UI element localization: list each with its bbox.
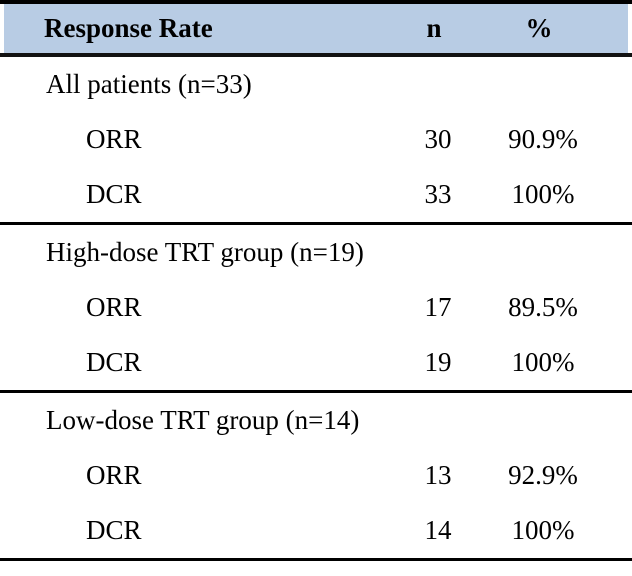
row-label: ORR bbox=[86, 292, 142, 322]
header-col-percent: % bbox=[525, 13, 553, 43]
group-label-row: High-dose TRT group (n=19) bbox=[0, 225, 632, 280]
row-pct-value: 100% bbox=[511, 347, 575, 377]
table-row: ORR 17 89.5% bbox=[0, 280, 632, 335]
row-n-value: 17 bbox=[424, 292, 452, 322]
group-label: Low-dose TRT group (n=14) bbox=[46, 405, 360, 435]
group-label: High-dose TRT group (n=19) bbox=[46, 237, 364, 267]
row-pct-value: 92.9% bbox=[508, 460, 578, 490]
row-pct-value: 90.9% bbox=[508, 124, 578, 154]
table-row: DCR 33 100% bbox=[0, 167, 632, 222]
table-header: Response Rate n % bbox=[0, 0, 632, 57]
row-n-value: 14 bbox=[424, 515, 452, 545]
group-label: All patients (n=33) bbox=[46, 69, 252, 99]
row-label: DCR bbox=[86, 515, 142, 545]
row-label: ORR bbox=[86, 460, 142, 490]
table-row: ORR 30 90.9% bbox=[0, 112, 632, 167]
row-n-value: 30 bbox=[424, 124, 452, 154]
group-label-row: Low-dose TRT group (n=14) bbox=[0, 393, 632, 448]
section-high-dose: High-dose TRT group (n=19) ORR 17 89.5% … bbox=[0, 225, 632, 393]
table-row: DCR 19 100% bbox=[0, 335, 632, 390]
table-row: ORR 13 92.9% bbox=[0, 448, 632, 503]
row-n-value: 13 bbox=[424, 460, 452, 490]
table-header-row: Response Rate n % bbox=[4, 4, 628, 53]
row-pct-value: 100% bbox=[511, 515, 575, 545]
group-label-row: All patients (n=33) bbox=[0, 57, 632, 112]
row-label: DCR bbox=[86, 179, 142, 209]
row-label: DCR bbox=[86, 347, 142, 377]
section-low-dose: Low-dose TRT group (n=14) ORR 13 92.9% D… bbox=[0, 393, 632, 561]
row-n-value: 33 bbox=[424, 179, 452, 209]
response-rate-table: Response Rate n % All patients (n=33) OR… bbox=[0, 0, 632, 561]
row-pct-value: 100% bbox=[511, 179, 575, 209]
row-n-value: 19 bbox=[424, 347, 452, 377]
row-pct-value: 89.5% bbox=[508, 292, 578, 322]
section-all-patients: All patients (n=33) ORR 30 90.9% DCR 33 … bbox=[0, 57, 632, 225]
header-col-response-rate: Response Rate bbox=[44, 13, 213, 43]
table-row: DCR 14 100% bbox=[0, 503, 632, 558]
row-label: ORR bbox=[86, 124, 142, 154]
header-col-n: n bbox=[426, 13, 442, 43]
